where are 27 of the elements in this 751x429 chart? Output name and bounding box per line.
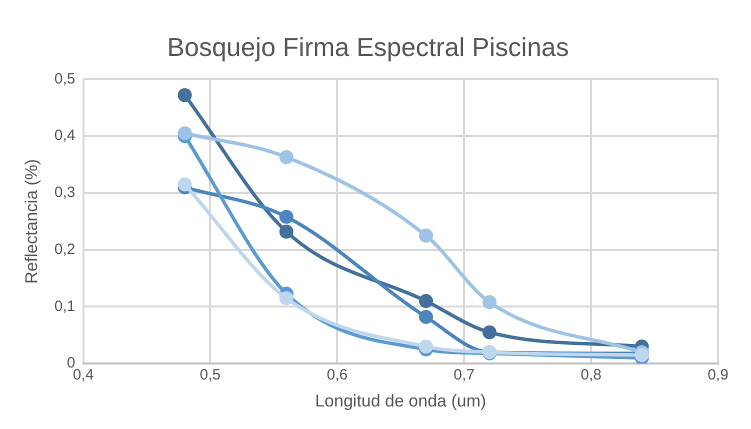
x-tick-label: 0,4	[72, 366, 94, 384]
point	[482, 325, 496, 340]
point	[419, 340, 434, 354]
y-tick-label: 0,3	[54, 184, 76, 202]
x-tick-label: 0,6	[326, 366, 348, 384]
point	[482, 295, 496, 310]
point	[419, 310, 434, 324]
point	[178, 126, 192, 140]
x-tick-label: 0,9	[708, 366, 728, 384]
x-tick-label: 0,5	[200, 366, 221, 384]
x-tick-label: 0,7	[454, 366, 475, 384]
y-tick-label: 0,4	[54, 127, 76, 144]
x-tick-label: 0,8	[580, 366, 602, 384]
chart-title: Bosquejo Firma Espectral Piscinas	[167, 32, 569, 62]
point	[279, 224, 294, 239]
y-tick-label: 0,2	[54, 240, 76, 258]
point	[178, 88, 192, 102]
y-axis-title: Reflectancia (%)	[22, 159, 41, 284]
point	[419, 228, 434, 243]
point	[419, 294, 434, 308]
y-tick-label: 0,1	[54, 298, 76, 315]
y-tick-label: 0,5	[54, 70, 76, 88]
x-axis-title: Longitud de onda (um)	[315, 391, 486, 410]
point	[279, 210, 294, 224]
point	[279, 291, 294, 306]
point	[178, 177, 192, 192]
point	[279, 150, 294, 164]
